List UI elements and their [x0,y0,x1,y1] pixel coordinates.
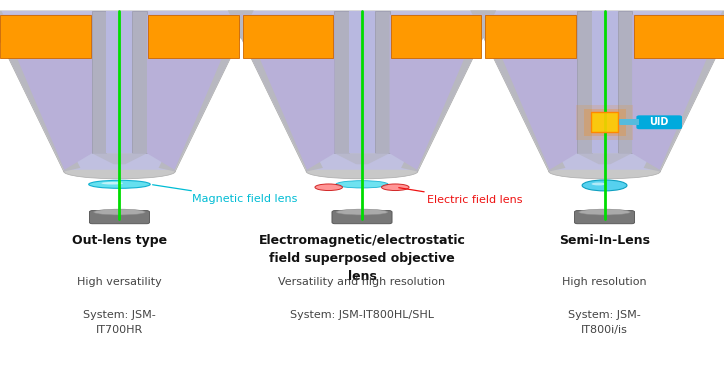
Ellipse shape [578,209,631,215]
Text: System: JSM-
IT700HR: System: JSM- IT700HR [83,310,156,335]
Polygon shape [577,153,632,164]
Text: Out-lens type: Out-lens type [72,234,167,247]
FancyBboxPatch shape [391,15,481,58]
Polygon shape [577,11,592,153]
FancyBboxPatch shape [90,211,149,224]
Polygon shape [484,15,577,170]
Polygon shape [92,153,147,164]
FancyBboxPatch shape [576,105,633,139]
Polygon shape [147,15,240,170]
Text: Versatility and high resolution: Versatility and high resolution [279,277,445,287]
FancyBboxPatch shape [591,112,618,132]
Polygon shape [375,11,390,153]
Polygon shape [0,11,240,170]
Text: Electric field lens: Electric field lens [399,188,523,205]
FancyBboxPatch shape [575,211,634,224]
Ellipse shape [64,164,175,179]
FancyBboxPatch shape [485,15,576,58]
FancyBboxPatch shape [332,211,392,224]
Text: High versatility: High versatility [77,277,162,287]
Polygon shape [241,11,483,170]
Polygon shape [241,15,334,170]
Text: System: JSM-IT800HL/SHL: System: JSM-IT800HL/SHL [290,310,434,320]
Polygon shape [644,11,724,172]
Text: UID: UID [649,117,669,127]
FancyBboxPatch shape [618,119,639,125]
Text: Semi-In-Lens: Semi-In-Lens [559,234,650,247]
Text: High resolution: High resolution [563,277,647,287]
FancyBboxPatch shape [636,115,682,129]
Polygon shape [0,15,92,170]
FancyBboxPatch shape [584,109,626,136]
Ellipse shape [336,209,388,215]
Polygon shape [106,11,132,153]
Ellipse shape [101,182,123,185]
Polygon shape [484,11,724,170]
Polygon shape [228,11,323,172]
Ellipse shape [306,164,418,179]
Polygon shape [632,15,724,170]
Polygon shape [228,11,496,172]
Polygon shape [471,11,724,172]
Ellipse shape [382,184,409,191]
Polygon shape [92,11,106,153]
Ellipse shape [336,181,388,188]
Polygon shape [0,11,80,172]
Ellipse shape [582,180,627,191]
Polygon shape [471,11,565,172]
Text: Electromagnetic/electrostatic
field superposed objective
lens: Electromagnetic/electrostatic field supe… [258,234,466,283]
Ellipse shape [592,182,606,185]
Ellipse shape [88,180,151,188]
Polygon shape [334,153,390,164]
Polygon shape [390,15,483,170]
Polygon shape [592,11,618,153]
Polygon shape [334,11,349,153]
Polygon shape [618,11,632,153]
FancyBboxPatch shape [0,15,90,58]
FancyBboxPatch shape [243,15,333,58]
Polygon shape [349,11,375,153]
Ellipse shape [549,164,660,179]
FancyBboxPatch shape [634,15,724,58]
FancyBboxPatch shape [148,15,239,58]
Polygon shape [159,11,253,172]
Ellipse shape [315,184,342,191]
Text: System: JSM-
IT800i/is: System: JSM- IT800i/is [568,310,641,335]
Polygon shape [0,11,253,172]
Text: Magnetic field lens: Magnetic field lens [153,185,298,204]
Polygon shape [401,11,496,172]
Ellipse shape [93,209,146,215]
Polygon shape [132,11,147,153]
